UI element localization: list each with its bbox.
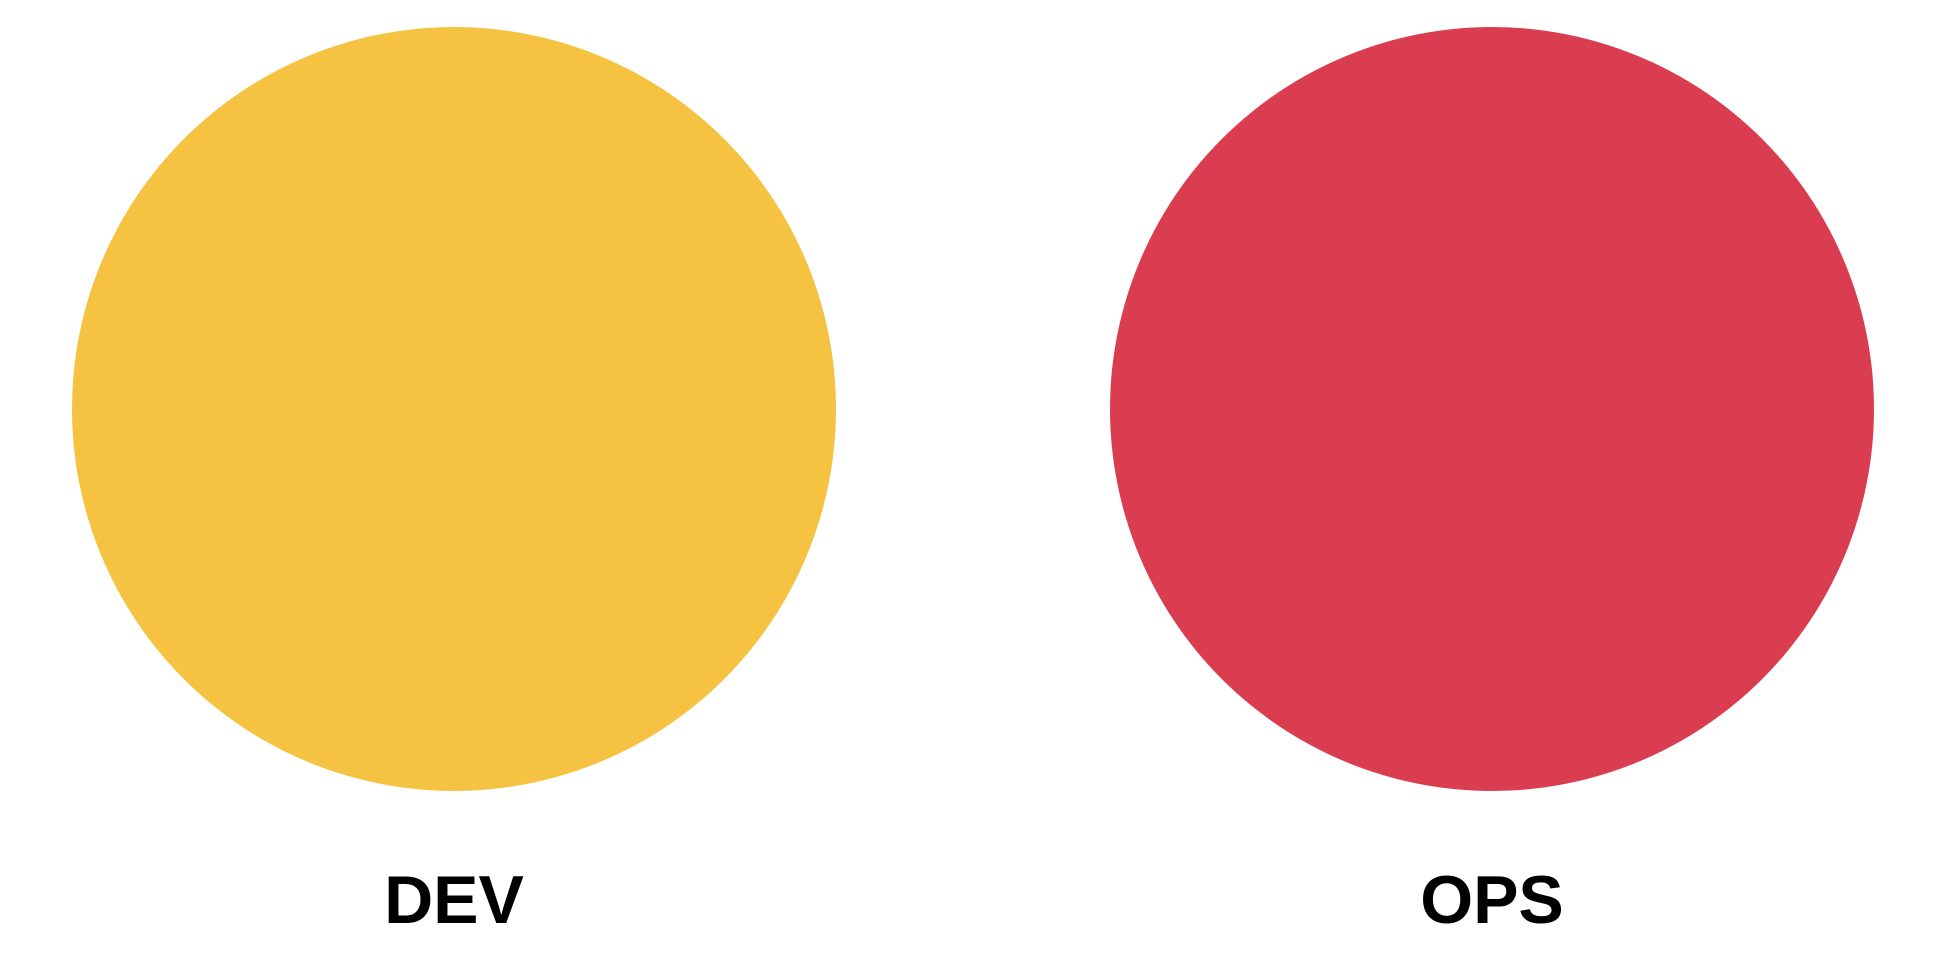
dev-label: DEV xyxy=(384,862,524,938)
dev-circle xyxy=(72,27,836,791)
ops-circle xyxy=(1110,27,1874,791)
ops-label: OPS xyxy=(1420,862,1564,938)
